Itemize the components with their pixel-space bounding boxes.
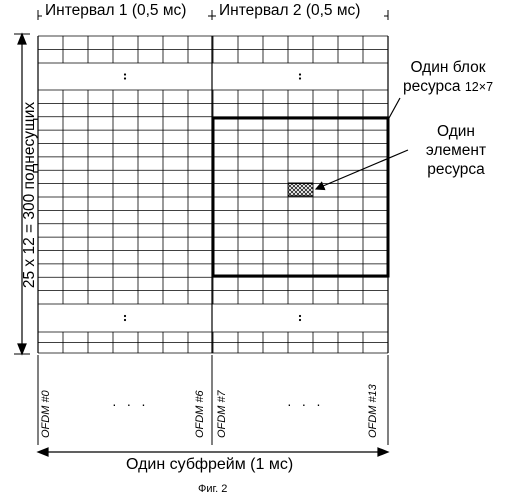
resource-element-label-line2: элемент — [408, 141, 504, 160]
resource-block-label-word: ресурса — [403, 78, 461, 95]
interval-1-label: Интервал 1 (0,5 мс) — [45, 1, 186, 21]
interval-2-label: Интервал 2 (0,5 мс) — [219, 1, 360, 21]
resource-block-pointer — [389, 98, 400, 118]
continuation-dot — [299, 73, 301, 75]
resource-block-label-line2: ресурса 12×7 — [392, 77, 504, 97]
symbol-ticks — [38, 355, 388, 445]
ofdm-symbol-6-label: OFDM #6 — [194, 390, 206, 438]
resource-block-size: 12×7 — [465, 80, 493, 94]
resource-element-label-line1: Один — [408, 122, 504, 141]
subcarriers-axis-label: 25 x 12 = 300 поднесущих — [21, 65, 39, 325]
continuation-dot — [299, 319, 301, 321]
symbols-ellipsis-1: · · · — [112, 396, 149, 412]
subframe-dimension-line — [38, 448, 388, 456]
continuation-dot — [124, 77, 126, 79]
resource-element-arrow — [316, 150, 408, 189]
resource-block-label-line1: Один блок — [392, 58, 504, 77]
ofdm-symbol-0-label: OFDM #0 — [40, 390, 52, 438]
resource-element-callout: Один элемент ресурса — [408, 122, 504, 179]
ofdm-symbol-7-label: OFDM #7 — [216, 390, 228, 438]
continuation-dot — [124, 319, 126, 321]
continuation-dot — [124, 315, 126, 317]
continuation-dot — [299, 77, 301, 79]
figure-caption: Фиг. 2 — [198, 483, 227, 495]
resource-element-label-line3: ресурса — [408, 160, 504, 179]
resource-block-callout: Один блок ресурса 12×7 — [392, 58, 504, 97]
resource-element-highlight — [288, 183, 313, 196]
symbols-ellipsis-2: · · · — [287, 396, 324, 412]
continuation-dot — [299, 315, 301, 317]
continuation-dot — [124, 73, 126, 75]
ofdm-symbol-13-label: OFDM #13 — [367, 384, 379, 438]
subframe-label: Один субфрейм (1 мс) — [126, 456, 293, 474]
